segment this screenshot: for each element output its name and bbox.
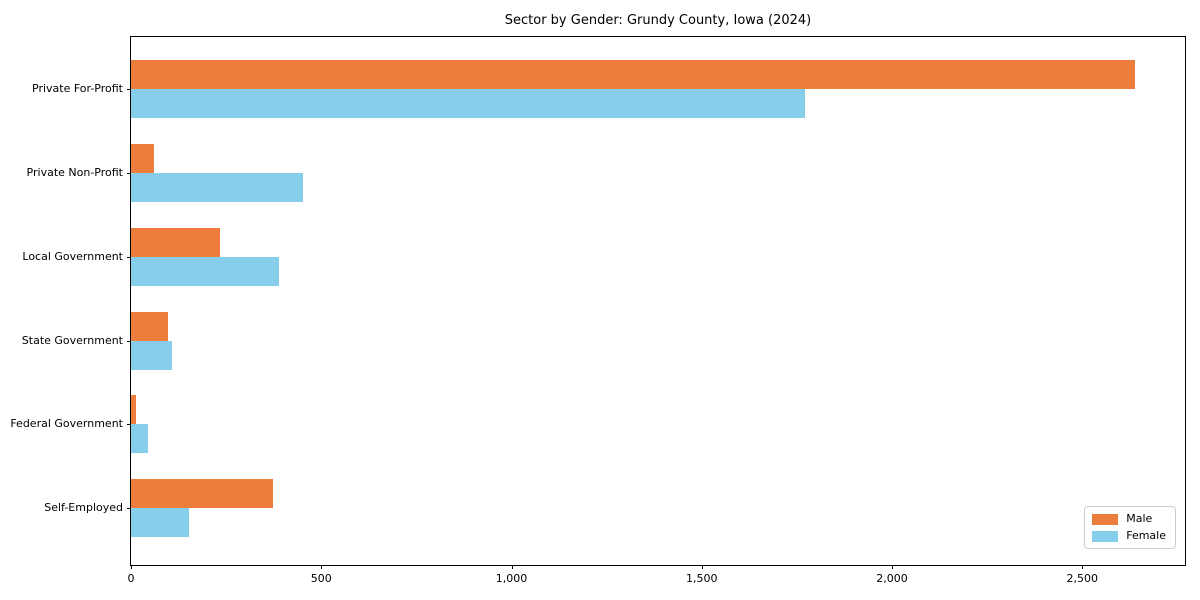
y-tick-mark (127, 424, 131, 426)
bar-female-private-non-profit (131, 173, 304, 203)
x-tick-mark (701, 565, 703, 569)
bar-female-private-for-profit (131, 89, 805, 119)
x-tick-label: 1,500 (686, 572, 718, 585)
x-tick-mark (321, 565, 323, 569)
bar-female-federal-government (131, 424, 149, 454)
bar-female-local-government (131, 256, 280, 286)
legend-swatch-female (1092, 530, 1119, 542)
x-tick-mark (511, 565, 513, 569)
x-tick-label: 1,000 (495, 572, 528, 585)
x-tick-label: 0 (127, 572, 135, 585)
legend-label: Male (1126, 512, 1153, 525)
y-tick-mark (127, 340, 131, 342)
y-tick-label: State Government (21, 333, 123, 347)
x-tick-label: 2,500 (1066, 572, 1099, 585)
legend-swatch-male (1092, 513, 1119, 525)
plot-area: Male Female Private For-Profit Private Non… (10, 36, 1186, 585)
y-tick-mark (127, 89, 131, 91)
x-tick-mark (892, 565, 893, 569)
bar-male-private-non-profit (131, 144, 154, 174)
y-tick-label: Local Government (22, 249, 123, 263)
bar-female-state-government (131, 340, 172, 370)
chart-title: Sector by Gender: Grundy County, Iowa (2… (504, 13, 812, 28)
y-tick-mark (127, 508, 131, 510)
bar-female-self-employed (131, 508, 189, 538)
x-tick-label: 2,000 (876, 572, 908, 585)
bar-male-private-for-profit (131, 60, 1135, 90)
x-tick-mark (1082, 565, 1084, 569)
legend-item-male: Male (1092, 513, 1166, 525)
y-tick-mark (127, 173, 131, 175)
bar-male-self-employed (131, 479, 274, 509)
y-tick-label: Federal Government (10, 417, 123, 431)
bar-male-federal-government (131, 395, 136, 425)
x-tick-mark (131, 565, 132, 569)
y-tick-label: Self-Employed (44, 501, 123, 515)
y-tick-label: Private For-Profit (32, 82, 123, 96)
y-tick-label: Private Non-Profit (26, 166, 123, 180)
bar-male-state-government (131, 311, 169, 341)
legend-item-female: Female (1092, 530, 1166, 542)
legend-label: Female (1126, 529, 1166, 542)
bar-male-local-government (131, 227, 221, 257)
legend: Male Female (1084, 506, 1176, 549)
y-tick-mark (127, 256, 131, 258)
x-tick-label: 500 (310, 572, 332, 585)
